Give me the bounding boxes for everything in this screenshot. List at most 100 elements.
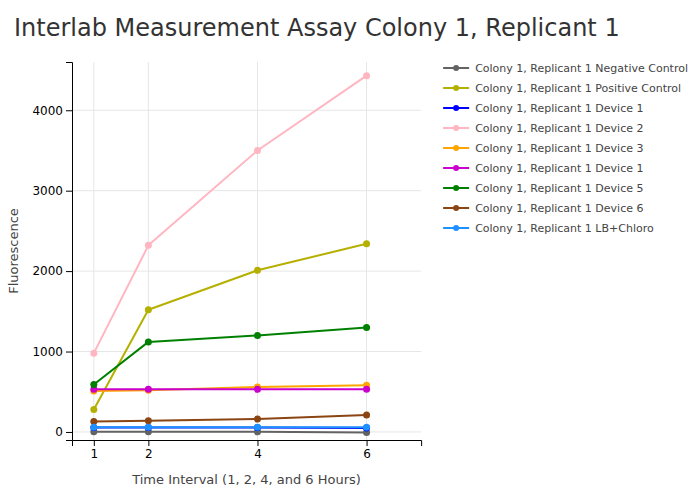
x-tick: 4 (254, 440, 262, 461)
series-line (94, 244, 367, 410)
legend-swatch-marker (453, 205, 459, 211)
series-line (94, 426, 367, 428)
legend-item: Colony 1, Replicant 1 Positive Control (443, 82, 681, 95)
series-marker (145, 338, 152, 345)
series-marker (363, 412, 370, 419)
series-line (94, 76, 367, 353)
series-marker (145, 417, 152, 424)
x-tick-label: 1 (91, 447, 99, 461)
y-tick-label: 4000 (32, 104, 63, 118)
x-tick: 1 (91, 440, 99, 461)
x-tick-label: 2 (145, 447, 153, 461)
series-marker (363, 72, 370, 79)
legend-label: Colony 1, Replicant 1 Positive Control (475, 82, 681, 95)
y-tick-mark (66, 271, 72, 272)
y-tick: 0 (55, 425, 72, 439)
grid-line-y (72, 110, 421, 111)
y-axis-line (66, 63, 73, 441)
series-marker (90, 424, 97, 431)
legend-item: Colony 1, Replicant 1 Device 1 (443, 162, 643, 175)
series-line (94, 385, 367, 391)
series-marker (254, 386, 261, 393)
series-marker (363, 424, 370, 431)
legend-item: Colony 1, Replicant 1 Device 1 (443, 102, 643, 115)
grid-line-x (257, 62, 258, 440)
y-axis-title: Fluorescence (6, 208, 21, 294)
legend-swatch-marker (453, 65, 459, 71)
series-line (94, 431, 367, 434)
series-marker (363, 324, 370, 331)
y-tick-label: 2000 (32, 264, 63, 278)
legend-item: Colony 1, Replicant 1 Negative Control (443, 62, 688, 75)
x-axis-line (73, 441, 422, 447)
legend-item: Colony 1, Replicant 1 Device 3 (443, 142, 643, 155)
legend-swatch-marker (453, 125, 459, 131)
series-marker (363, 386, 370, 393)
marks (90, 72, 370, 436)
legend-label: Colony 1, Replicant 1 Device 5 (475, 182, 643, 195)
y-tick: 1000 (32, 345, 72, 359)
x-tick-mark (367, 440, 368, 446)
x-axis: 1 2 4 6 (73, 440, 422, 461)
series-line (94, 415, 367, 421)
legend-label: Colony 1, Replicant 1 Negative Control (475, 62, 688, 75)
legend-swatch-marker (453, 165, 459, 171)
chart-svg: Interlab Measurement Assay Colony 1, Rep… (0, 0, 700, 500)
legend-label: Colony 1, Replicant 1 Device 2 (475, 122, 643, 135)
x-tick-label: 4 (254, 447, 262, 461)
legend-swatch-marker (453, 85, 459, 91)
title: Interlab Measurement Assay Colony 1, Rep… (14, 14, 620, 42)
grid-line-y (72, 190, 421, 191)
legend-item: Colony 1, Replicant 1 LB+Chloro (443, 222, 654, 235)
y-tick-mark (66, 352, 72, 353)
chart-container: Interlab Measurement Assay Colony 1, Rep… (0, 0, 700, 500)
series-marker (145, 306, 152, 313)
legend-swatch-marker (453, 145, 459, 151)
series-marker (254, 416, 261, 423)
x-tick-mark (94, 440, 95, 446)
plot-area: 1 2 4 6 0 1000 2000 3000 4000 Time Interval (1, 2… (6, 62, 422, 487)
y-axis: 0 1000 2000 3000 4000 (32, 63, 72, 441)
series-marker (90, 381, 97, 388)
series-marker (254, 147, 261, 154)
series-marker (254, 332, 261, 339)
legend: Colony 1, Replicant 1 Negative Control Co… (443, 62, 688, 235)
series-marker (90, 406, 97, 413)
legend-swatch-marker (453, 225, 459, 231)
series-marker (145, 242, 152, 249)
series-marker (254, 267, 261, 274)
legend-label: Colony 1, Replicant 1 Device 6 (475, 202, 643, 215)
y-tick-mark (66, 191, 72, 192)
legend-label: Colony 1, Replicant 1 Device 3 (475, 142, 643, 155)
series-line (94, 427, 367, 429)
y-tick-mark (66, 432, 72, 433)
series-line (94, 388, 367, 390)
y-tick: 2000 (32, 264, 72, 278)
legend-item: Colony 1, Replicant 1 Device 6 (443, 202, 643, 215)
y-tick-label: 3000 (32, 184, 63, 198)
grid-line-x (148, 62, 149, 440)
legend-swatch-marker (453, 185, 459, 191)
x-tick-mark (148, 440, 149, 446)
legend-label: Colony 1, Replicant 1 Device 1 (475, 162, 643, 175)
grid-line-y (72, 271, 421, 272)
x-tick-mark (257, 440, 258, 446)
x-tick: 6 (363, 440, 371, 461)
x-axis-title: Time Interval (1, 2, 4, and 6 Hours) (131, 472, 361, 487)
series-marker (363, 424, 370, 431)
series-marker (145, 424, 152, 431)
x-tick-label: 6 (363, 447, 371, 461)
series-marker (90, 350, 97, 357)
legend-item: Colony 1, Replicant 1 Device 5 (443, 182, 643, 195)
y-tick: 4000 (32, 104, 72, 118)
legend-label: Colony 1, Replicant 1 LB+Chloro (475, 222, 654, 235)
y-tick-mark (66, 110, 72, 111)
y-tick-label: 1000 (32, 345, 63, 359)
x-tick: 2 (145, 440, 153, 461)
legend-item: Colony 1, Replicant 1 Device 2 (443, 122, 643, 135)
series-marker (363, 240, 370, 247)
y-tick: 3000 (32, 184, 72, 198)
series-marker (254, 424, 261, 431)
legend-label: Colony 1, Replicant 1 Device 1 (475, 102, 643, 115)
series-marker (145, 386, 152, 393)
